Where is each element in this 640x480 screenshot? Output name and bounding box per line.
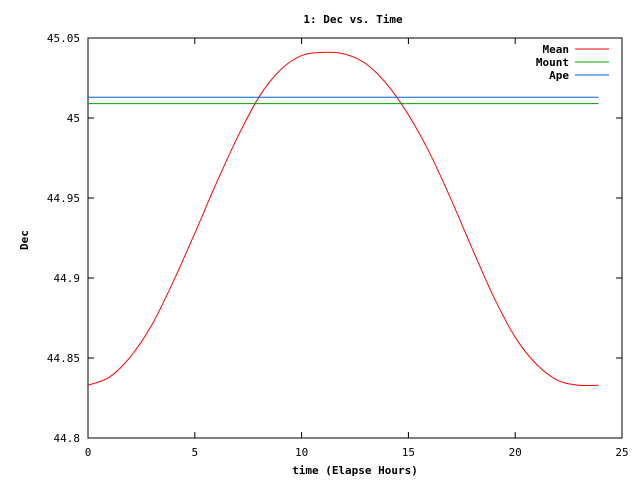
legend-label-ape: Ape — [549, 69, 569, 82]
y-tick-label: 44.85 — [47, 352, 80, 365]
x-tick-label: 5 — [191, 446, 198, 459]
x-axis-ticks: 0 5 10 15 20 25 — [85, 38, 629, 459]
y-tick-label: 45 — [67, 112, 80, 125]
y-tick-label: 44.8 — [54, 432, 81, 445]
series-line-mean — [87, 51, 599, 387]
chart-title: 1: Dec vs. Time — [303, 13, 403, 26]
x-tick-label: 0 — [85, 446, 92, 459]
plot-area-border — [87, 37, 623, 439]
x-tick-label: 25 — [615, 446, 628, 459]
series-lines — [87, 51, 599, 387]
x-tick-label: 15 — [402, 446, 415, 459]
x-axis-label: time (Elapse Hours) — [292, 464, 418, 477]
y-tick-label: 44.95 — [47, 192, 80, 205]
y-axis-ticks: 44.8 44.85 44.9 44.95 45 45.05 — [47, 32, 622, 445]
x-tick-label: 20 — [509, 446, 522, 459]
legend-label-mean: Mean — [543, 43, 570, 56]
y-axis-label: Dec — [18, 230, 31, 250]
y-tick-label: 45.05 — [47, 32, 80, 45]
legend-label-mount: Mount — [536, 56, 569, 69]
x-tick-label: 10 — [295, 446, 308, 459]
y-tick-label: 44.9 — [54, 272, 81, 285]
